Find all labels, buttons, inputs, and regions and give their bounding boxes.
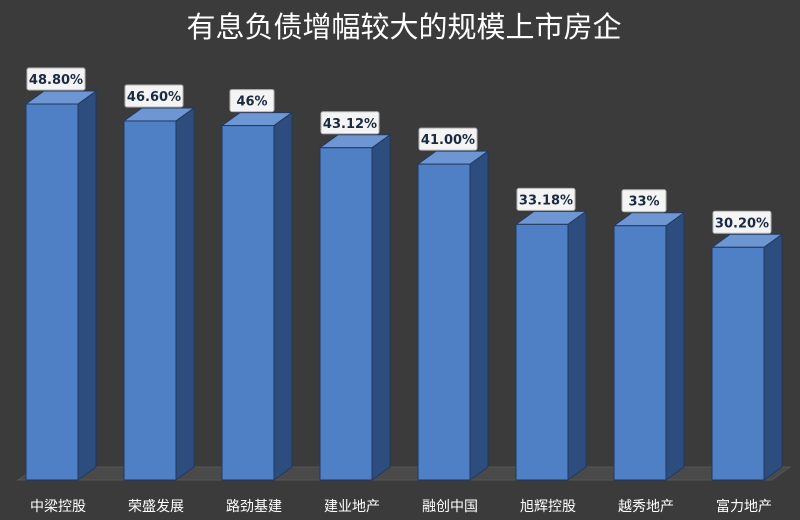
bars <box>24 90 784 481</box>
data-label-7: 33% <box>621 189 667 213</box>
bar-side <box>469 150 489 481</box>
data-label-4: 43.12% <box>320 111 380 135</box>
data-label-3: 46% <box>229 89 275 113</box>
category-label-5: 融创中国 <box>422 499 478 515</box>
bar-front <box>25 103 79 481</box>
bar-side <box>273 111 293 481</box>
bar-front <box>221 125 275 481</box>
bar-front <box>711 246 765 481</box>
data-label-8: 30.20% <box>712 210 772 234</box>
bar-front <box>613 225 667 481</box>
data-label-value: 46% <box>236 95 267 110</box>
data-label-value: 41.00% <box>421 133 475 148</box>
data-label-5: 41.00% <box>418 127 478 151</box>
data-label-value: 43.12% <box>323 117 377 132</box>
bar-2 <box>122 106 196 481</box>
bar-3 <box>220 111 294 481</box>
category-label-8: 富力地产 <box>716 498 772 515</box>
category-labels: 中梁控股 荣盛发展 路劲基建 建业地产 融创中国 旭辉控股 越秀地产 富力地产 <box>30 498 772 515</box>
bar-front <box>123 120 177 481</box>
bar-front <box>319 147 373 481</box>
bar-side <box>665 211 685 481</box>
bar-side <box>763 233 783 481</box>
bar-side <box>175 106 195 481</box>
data-label-box <box>621 189 667 213</box>
category-label-1: 中梁控股 <box>30 499 86 515</box>
bar-side <box>77 90 97 481</box>
bar-5 <box>416 150 490 481</box>
bar-8 <box>710 233 784 481</box>
bar-4 <box>318 133 392 481</box>
data-label-value: 46.60% <box>127 90 181 105</box>
data-label-box <box>712 210 772 234</box>
bar-side <box>567 210 587 481</box>
category-label-2: 荣盛发展 <box>128 499 184 515</box>
data-label-box <box>229 89 275 113</box>
bar-1 <box>24 90 98 481</box>
bar-7 <box>612 211 686 481</box>
data-label-box <box>26 67 86 91</box>
data-label-box <box>418 127 478 151</box>
data-label-2: 46.60% <box>124 84 184 108</box>
bar-front <box>417 163 471 481</box>
data-label-box <box>320 111 380 135</box>
category-label-4: 建业地产 <box>324 499 380 515</box>
data-label-value: 48.80% <box>29 73 83 88</box>
category-label-7: 越秀地产 <box>618 499 674 515</box>
data-label-value: 33% <box>628 195 659 210</box>
data-label-1: 48.80% <box>26 67 86 91</box>
bar-6 <box>514 210 588 481</box>
data-label-value: 30.20% <box>715 216 769 231</box>
chart-title: 有息负债增幅较大的规模上市房企 <box>186 10 621 44</box>
data-label-value: 33.18% <box>519 193 573 208</box>
category-label-3: 路劲基建 <box>226 498 282 515</box>
bar-front <box>515 223 569 481</box>
category-label-6: 旭辉控股 <box>520 499 576 515</box>
data-label-box <box>124 84 184 108</box>
data-label-6: 33.18% <box>516 187 576 211</box>
bar-side <box>371 133 391 481</box>
data-label-box <box>516 187 576 211</box>
data-labels: 48.80% 46.60% 46% 43.12% 41.00% 33.18% 33% 30.2… <box>26 67 772 234</box>
